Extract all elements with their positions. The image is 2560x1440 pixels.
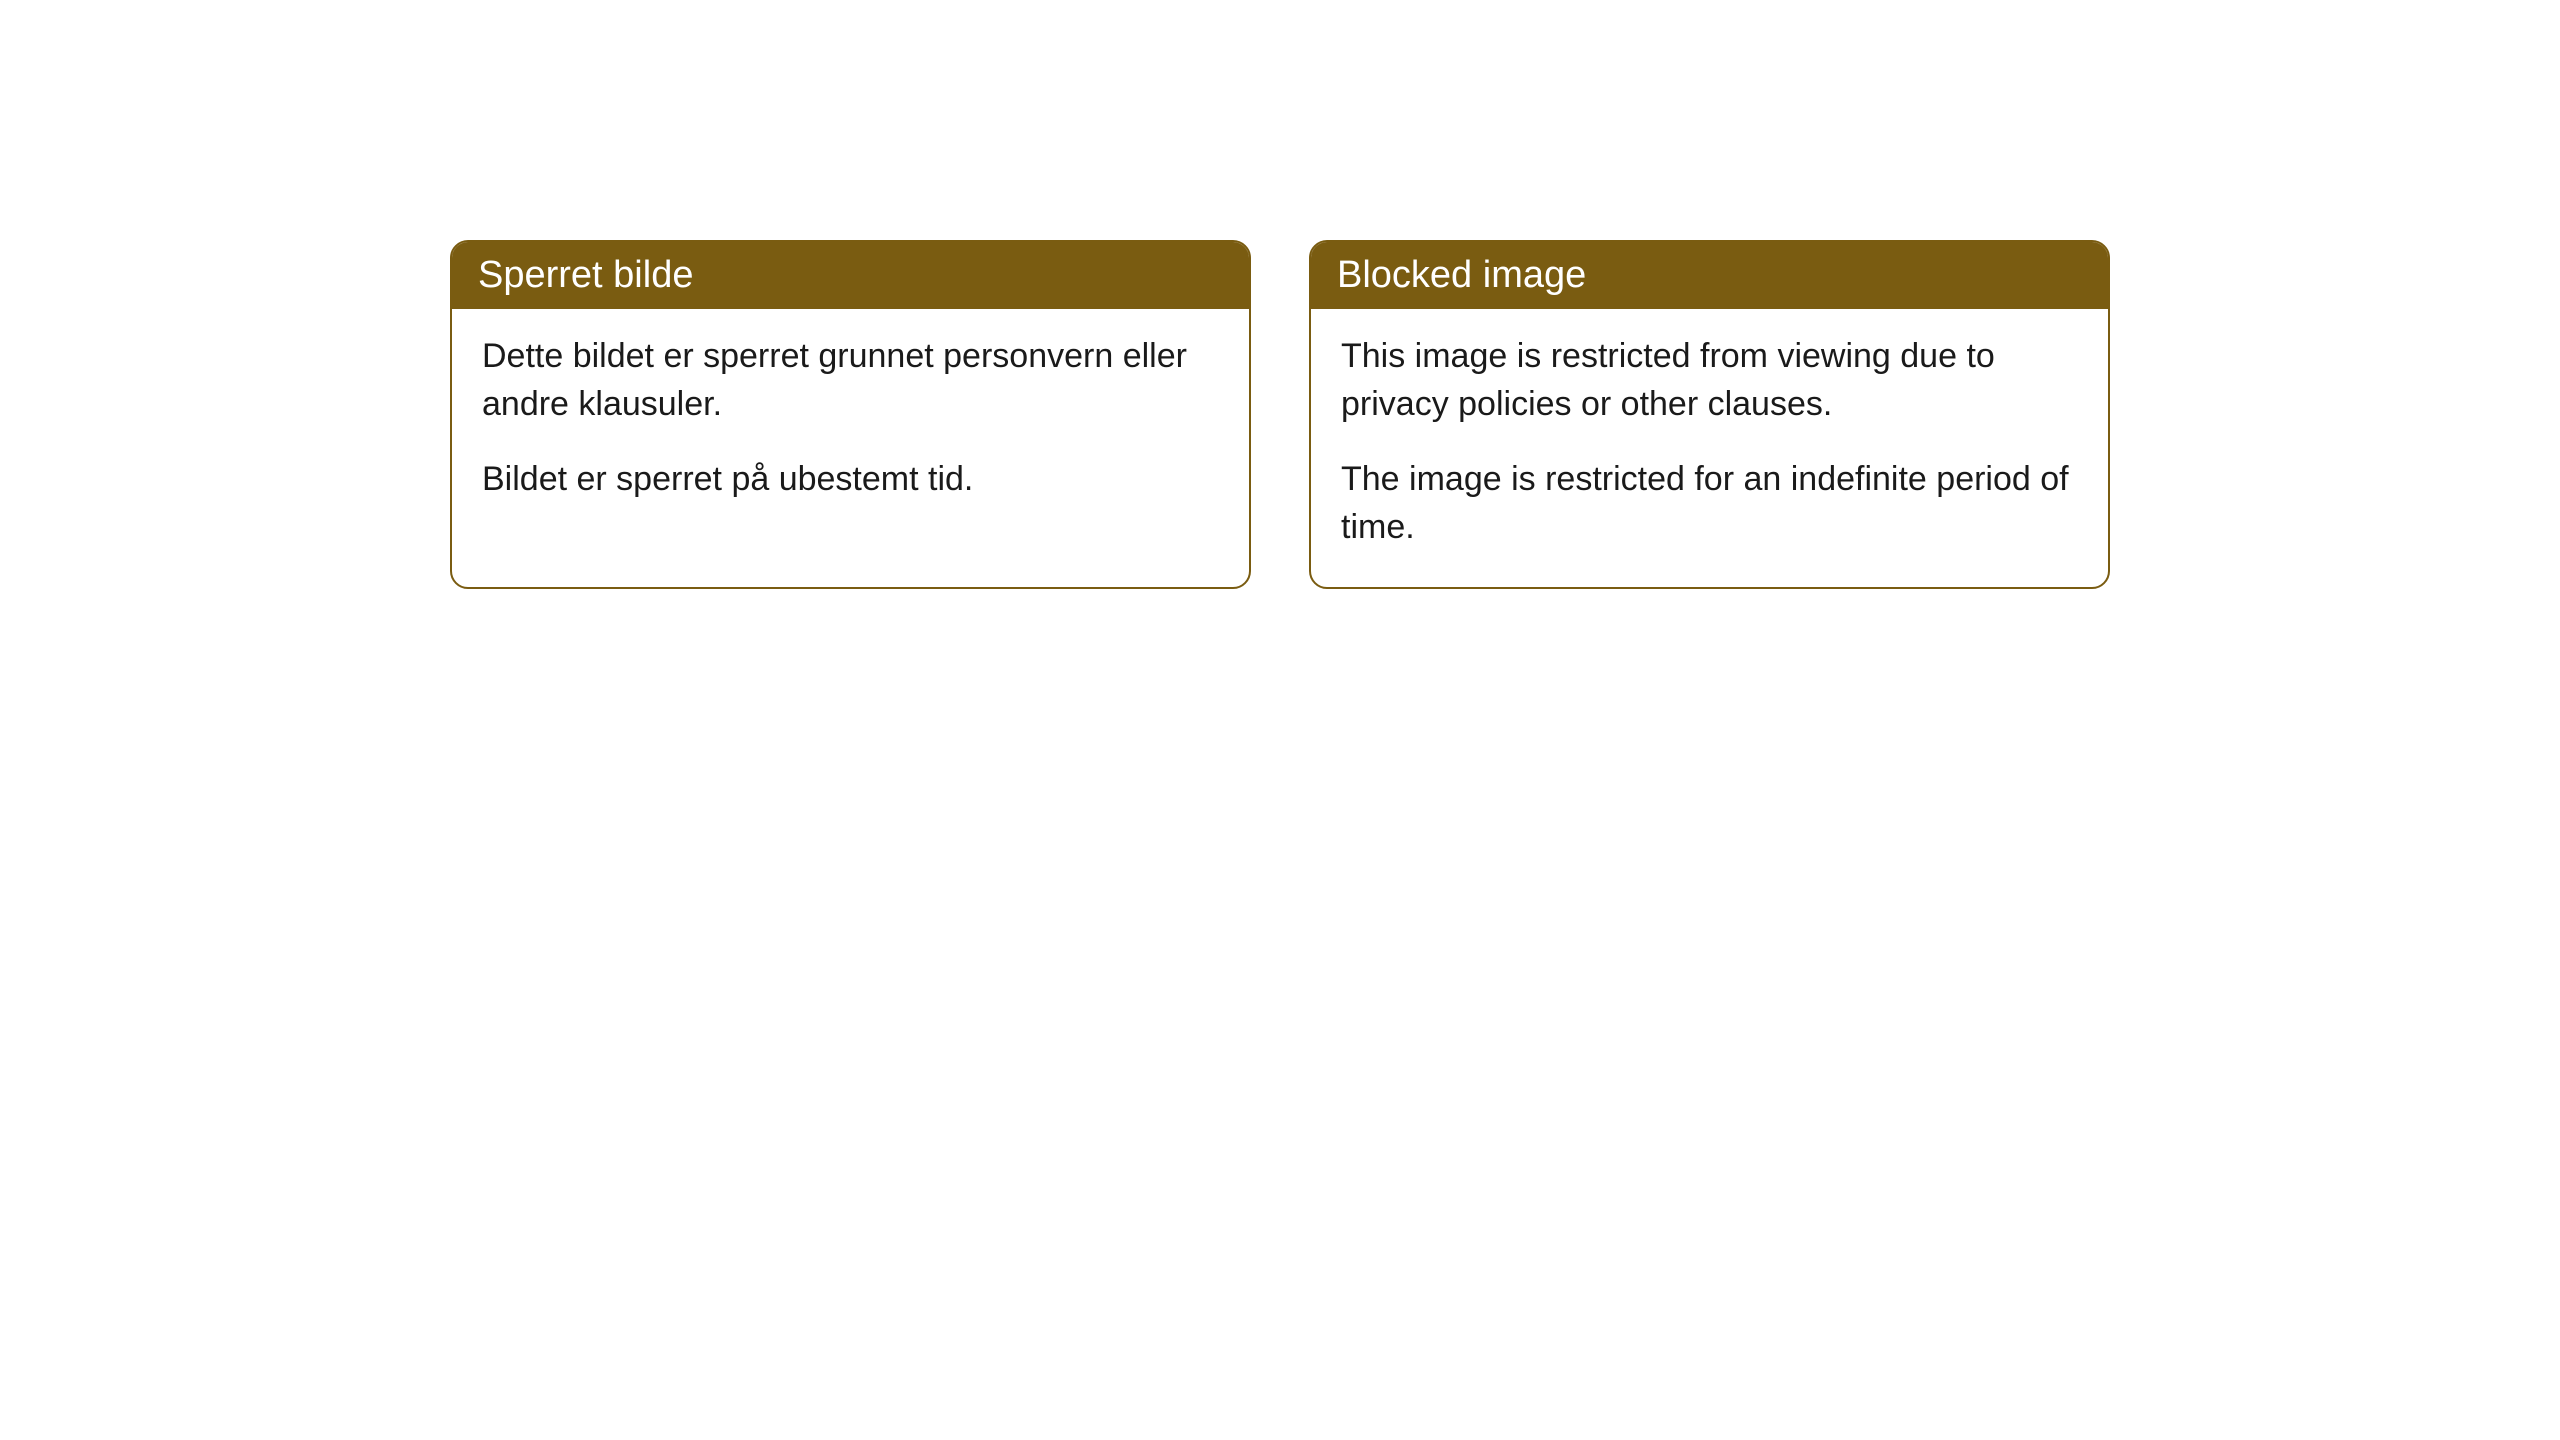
card-text-english-p2: The image is restricted for an indefinit… (1341, 456, 2078, 551)
cards-container: Sperret bilde Dette bildet er sperret gr… (450, 240, 2110, 589)
card-header-norwegian: Sperret bilde (452, 242, 1249, 309)
card-header-english: Blocked image (1311, 242, 2108, 309)
card-english: Blocked image This image is restricted f… (1309, 240, 2110, 589)
card-text-english-p1: This image is restricted from viewing du… (1341, 333, 2078, 428)
card-body-norwegian: Dette bildet er sperret grunnet personve… (452, 309, 1249, 540)
card-text-norwegian-p2: Bildet er sperret på ubestemt tid. (482, 456, 1219, 504)
card-text-norwegian-p1: Dette bildet er sperret grunnet personve… (482, 333, 1219, 428)
card-title-english: Blocked image (1337, 254, 1586, 296)
card-body-english: This image is restricted from viewing du… (1311, 309, 2108, 587)
card-title-norwegian: Sperret bilde (478, 254, 693, 296)
card-norwegian: Sperret bilde Dette bildet er sperret gr… (450, 240, 1251, 589)
